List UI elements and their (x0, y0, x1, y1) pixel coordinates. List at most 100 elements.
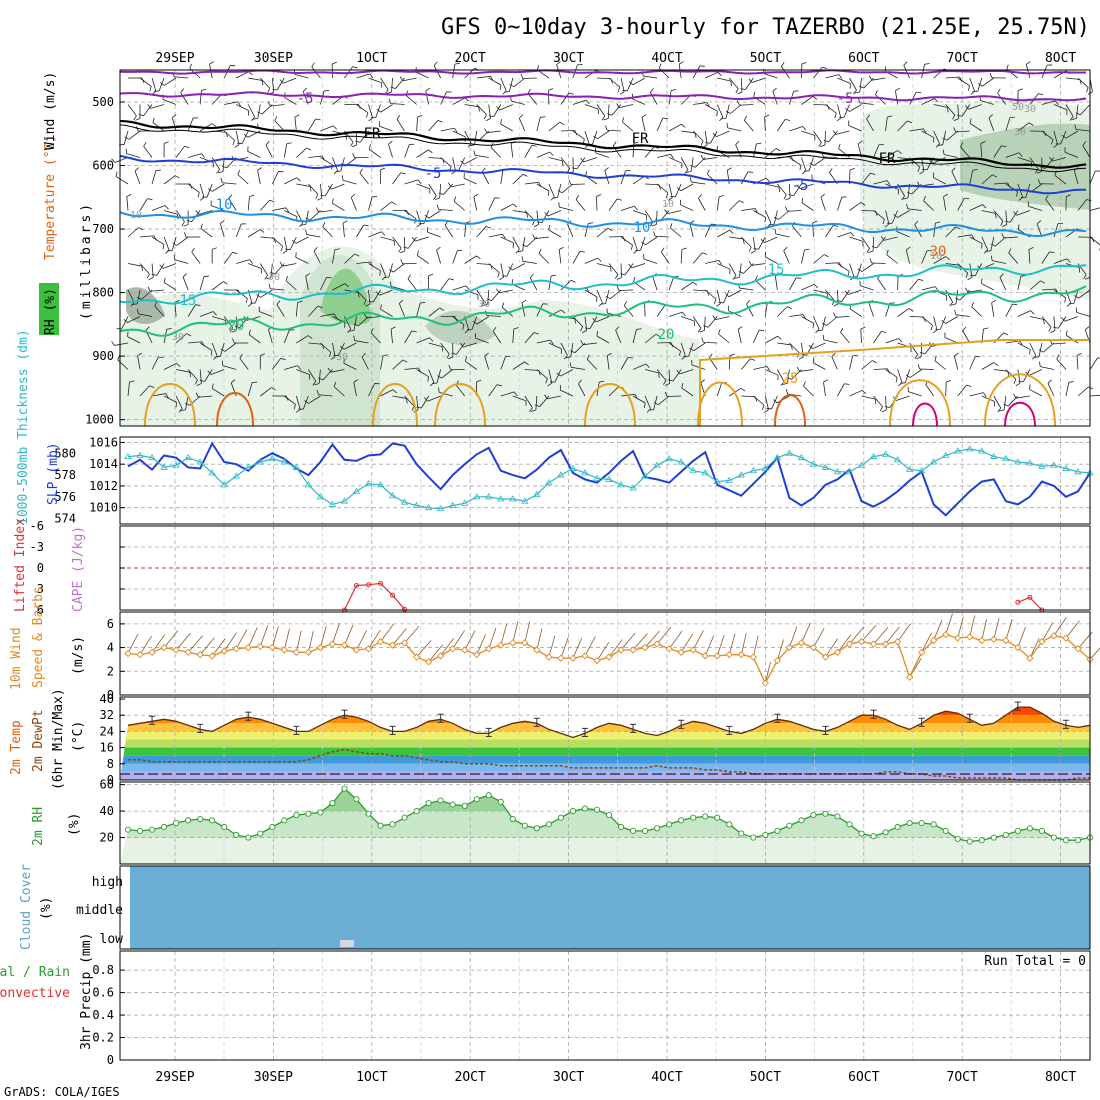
wind-barb (368, 383, 375, 397)
li-marker (1015, 599, 1021, 605)
wind-barb-flag (210, 350, 213, 356)
wind-barb (1073, 170, 1079, 185)
wind-barb (837, 104, 842, 119)
wind-barb (825, 74, 840, 79)
wind-barb (596, 335, 610, 344)
rh2m-marker (750, 834, 757, 841)
wind-barb-flag (269, 199, 275, 203)
wind-barb (783, 250, 790, 264)
rh2m-marker (605, 812, 613, 819)
wind10-marker (509, 639, 517, 647)
wind10-marker (316, 643, 325, 652)
thickness-marker (1062, 464, 1070, 471)
wind-barb (524, 145, 533, 158)
rh2m-marker (449, 801, 456, 808)
rh2m-marker (185, 817, 192, 824)
wind-barb (499, 104, 513, 111)
wind-barb-flag (970, 274, 976, 277)
wind-barb-flag (628, 263, 633, 269)
rh-area-left (126, 287, 165, 325)
wind-barb (1029, 280, 1041, 291)
wind-barb-flag (943, 193, 949, 198)
wind-barb (398, 303, 405, 317)
wind10-barb (873, 627, 889, 645)
wind-barb (248, 229, 261, 238)
wind-barb-flag (857, 268, 863, 272)
wind-barb-flag (787, 306, 792, 309)
wind-barb (272, 207, 287, 211)
wind-barb (813, 289, 828, 294)
wind-barb (615, 329, 622, 344)
wind10-marker (581, 652, 589, 660)
wind10-barb (464, 630, 476, 651)
wind-barb (745, 77, 754, 90)
wind-barb (548, 183, 555, 198)
rh2m-marker (654, 825, 661, 832)
rh2m-marker (509, 815, 516, 823)
wind-barb (308, 183, 319, 195)
wind-barb (943, 196, 947, 211)
wind-barb (993, 145, 1002, 158)
temp-contour (119, 69, 1087, 75)
wind10-barb (428, 644, 443, 663)
wind-barb (909, 342, 918, 355)
wind-barb (199, 183, 205, 198)
wind-barb-flag (664, 391, 668, 397)
wind-barb-flag (1049, 156, 1053, 162)
wind-barb (308, 155, 323, 158)
wind-barb-flag (746, 300, 751, 305)
wind10-marker (593, 656, 601, 665)
wind-barb-flag (335, 170, 341, 172)
wind10-barb (849, 626, 864, 645)
wind-barb (560, 92, 570, 105)
wind-barb-flag (1018, 152, 1023, 157)
wind-barb-flag (906, 203, 909, 209)
wind-barb-flag (990, 255, 993, 261)
rh2m-marker (786, 822, 793, 829)
wind10-marker (761, 679, 769, 687)
rh2m-marker (906, 819, 913, 827)
wind-barb (945, 316, 958, 324)
contour-label: 10 (216, 197, 233, 213)
wind-barb (789, 342, 800, 354)
wind-barb (284, 210, 298, 217)
wind-barb-flag (957, 114, 963, 117)
thickness-marker (268, 454, 277, 462)
wind-barb (994, 236, 1007, 247)
wind10-marker (978, 636, 986, 645)
y-tick-label: 1012 (89, 479, 118, 493)
rh-contour-label: 30 (336, 352, 348, 363)
wind-barb (443, 183, 453, 195)
rh-area-50 (320, 268, 372, 325)
wind-barb-flag (773, 399, 778, 404)
thickness-marker (136, 451, 144, 458)
rh2m-marker (353, 796, 360, 803)
thickness-marker (316, 493, 325, 500)
y-tick-label: 0 (107, 773, 114, 787)
contour-label: 30 (930, 244, 947, 260)
wind-barb (356, 224, 365, 238)
wind-barb-flag (1012, 303, 1018, 306)
wind-barb-flag (836, 300, 842, 302)
wind-barb-flag (384, 89, 389, 95)
wind10-barb (1029, 638, 1040, 659)
wind-barb-flag (143, 141, 147, 147)
wind-barb-flag (497, 272, 500, 278)
wind-barb (680, 249, 683, 264)
wind-barb (921, 130, 935, 138)
wind-barb (813, 157, 826, 166)
wind-barb (584, 223, 589, 238)
wind-barb (825, 289, 835, 301)
temp2m-frame (119, 696, 1091, 781)
wind-barb (283, 143, 288, 158)
y-tick-label: 40 (100, 692, 114, 706)
temp-label: Temperature (°C) (43, 135, 58, 260)
wind-barb (897, 369, 903, 383)
wind-barb (223, 130, 235, 141)
wind-barb-flag (670, 154, 674, 159)
wind-barb-flag (182, 273, 188, 278)
wind-barb (955, 314, 970, 317)
wind-barb-flag (285, 275, 289, 281)
wind-barb-flag (607, 227, 613, 232)
wind-barb (886, 254, 898, 264)
